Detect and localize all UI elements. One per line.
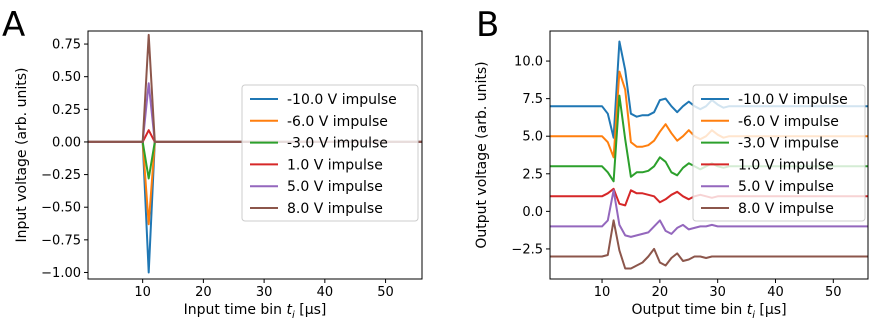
x-tick-label: 50 [377,285,394,300]
y-tick-label: 0.50 [52,70,81,85]
legend-label: -6.0 V impulse [287,114,388,130]
x-tick-label: 20 [195,285,212,300]
legend-label: 1.0 V impulse [738,157,834,173]
y-tick-label: 7.5 [522,92,543,107]
panel-label: B [476,5,499,45]
x-tick-label: 40 [767,285,784,300]
panel-label: A [2,5,25,45]
series-line-5 [550,219,868,270]
y-tick-label: −1.00 [41,266,81,281]
x-tick-label: 30 [256,285,273,300]
legend-label: 5.0 V impulse [287,179,383,195]
legend-label: 8.0 V impulse [287,201,383,217]
legend-box [241,84,419,222]
y-tick-label: −0.75 [41,233,81,248]
y-tick-label: 0.0 [522,205,543,220]
x-axis-label: Input time bin ti [μs] [184,302,327,321]
x-tick-label: 10 [594,285,611,300]
legend-label: 1.0 V impulse [287,157,383,173]
y-tick-label: 5.0 [522,130,543,145]
legend-label: 8.0 V impulse [738,201,834,217]
x-tick-label: 40 [317,285,334,300]
y-tick-label: 10.0 [514,55,543,70]
x-tick-label: 20 [652,285,669,300]
y-tick-label: 2.5 [522,167,543,182]
axes-frame [549,30,869,280]
y-tick-label: −2.5 [511,242,543,257]
legend-label: -10.0 V impulse [287,92,397,108]
legend-label: 5.0 V impulse [738,179,834,195]
legend-label: -3.0 V impulse [287,136,388,152]
y-axis-label: Output voltage (arb. units) [474,61,490,248]
x-tick-label: 30 [709,285,726,300]
y-tick-label: −0.25 [41,168,81,183]
panel-b: 10 20 30 40 50 −2.5 0.0 2.5 5.0 7.5 10.0 Output tim… [474,5,869,321]
legend-label: -3.0 V impulse [738,136,839,152]
panel-a: 10 20 30 40 50 −1.00 −0.75 −0.50 −0.25 0.00 0.25 0.… [2,5,423,321]
y-tick-label: −0.50 [41,201,81,216]
y-tick-label: 0.25 [52,103,81,118]
x-tick-label: 50 [825,285,842,300]
legend-label: -10.0 V impulse [738,92,848,108]
axes-frame [87,30,423,280]
y-tick-label: 0.75 [52,38,81,53]
legend-label: -6.0 V impulse [738,114,839,130]
x-tick-label: 10 [134,285,151,300]
y-axis-label: Input voltage (arb. units) [14,68,30,243]
x-axis-label: Output time bin ti [μs] [631,302,786,321]
series-line-4 [550,189,868,238]
y-tick-label: 0.00 [52,135,81,150]
legend: -10.0 V impulse -6.0 V impulse -3.0 V impu… [692,84,866,222]
legend: -10.0 V impulse -6.0 V impulse -3.0 V impu… [241,84,419,222]
legend-box [692,84,866,222]
